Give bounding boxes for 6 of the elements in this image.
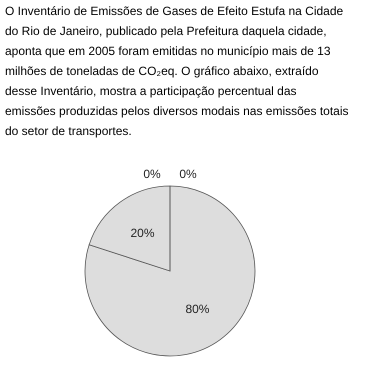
text: 0%	[179, 167, 197, 181]
text: 0%	[143, 167, 161, 181]
pie-slice	[84, 186, 256, 356]
data-label: 80%	[185, 302, 210, 316]
text: O Inventário de Emissões de Gases de Efeito Estufa na Cidade do Rio de Janeiro, publicado pela Prefeitura daquela cidade, aponta que em 2005 foram emitidas no município mais de 13 milhões de toneladas de CO₂eq. O gráfico abaixo, extraído desse Inventário, mostra a participação percentual das emissões produzidas pelos diversos modais nas emissões totais do setor de transportes.	[5, 4, 348, 138]
data-label: 20%	[130, 226, 155, 240]
